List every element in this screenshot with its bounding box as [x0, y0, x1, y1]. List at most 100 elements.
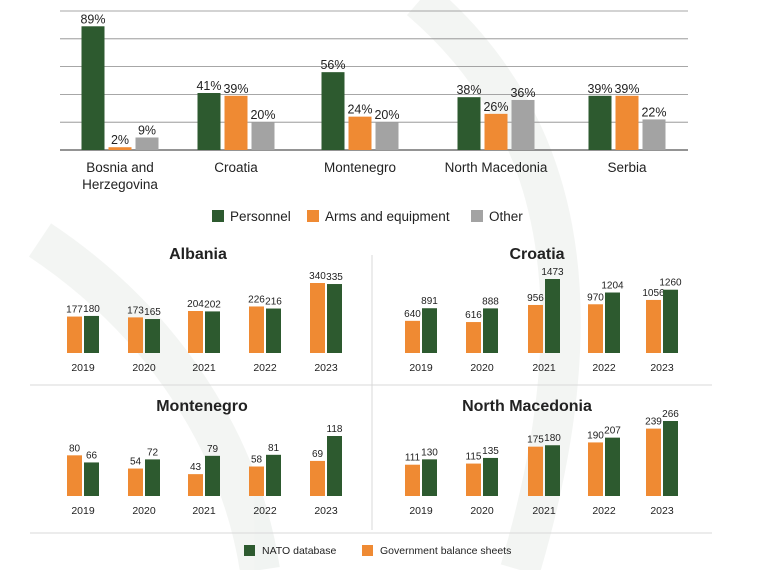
legend-label-other: Other — [489, 209, 523, 224]
bar-other-croatia — [251, 122, 275, 150]
bar-nato-database-2020 — [145, 319, 160, 353]
legend-label-government-balance-sheets: Government balance sheets — [380, 545, 511, 557]
bar-arms-and-equipment-montenegro — [348, 116, 372, 150]
year-label: 2023 — [314, 505, 338, 517]
category-label: Herzegovina — [82, 177, 158, 192]
data-label: 204 — [187, 299, 204, 310]
data-label: 36% — [510, 86, 535, 100]
bar-arms-and-equipment-bosnia-and-herzegovina — [108, 147, 132, 150]
category-label: Croatia — [214, 160, 258, 175]
bar-personnel-serbia — [588, 95, 612, 150]
data-label: 165 — [144, 307, 161, 318]
bar-government-balance-sheets-2022 — [588, 304, 603, 353]
year-label: 2019 — [71, 362, 95, 374]
bar-government-balance-sheets-2023 — [646, 428, 661, 496]
bar-government-balance-sheets-2022 — [588, 442, 603, 496]
data-label: 24% — [347, 103, 372, 117]
bar-nato-database-2019 — [422, 459, 437, 496]
legend-swatch-nato-database — [244, 545, 255, 556]
bar-nato-database-2022 — [266, 454, 281, 496]
bar-government-balance-sheets-2020 — [466, 463, 481, 496]
data-label: 640 — [404, 309, 421, 320]
data-label: 54 — [130, 457, 142, 468]
panel-dividers — [30, 255, 712, 534]
bar-nato-database-2023 — [663, 289, 678, 353]
bar-personnel-north-macedonia — [457, 97, 481, 150]
bar-nato-database-2023 — [327, 284, 342, 353]
bar-nato-database-2022 — [266, 308, 281, 353]
legend-swatch-personnel — [212, 210, 224, 222]
data-label: 22% — [641, 105, 666, 119]
data-label: 118 — [327, 424, 343, 435]
data-label: 616 — [465, 310, 482, 321]
bar-nato-database-2022 — [605, 292, 620, 353]
category-label: Bosnia and — [86, 160, 154, 175]
year-label: 2021 — [532, 505, 556, 517]
data-label: 180 — [83, 304, 100, 315]
background-swoosh — [28, 0, 581, 570]
data-label: 111 — [405, 453, 421, 464]
data-label: 39% — [614, 82, 639, 96]
data-label: 340 — [309, 271, 326, 282]
data-label: 72 — [147, 447, 159, 458]
legend-swatch-other — [471, 210, 483, 222]
data-label: 56% — [320, 58, 345, 72]
legend-swatch-government-balance-sheets — [362, 545, 373, 556]
data-label: 80 — [69, 443, 81, 454]
data-label: 239 — [645, 417, 662, 428]
panel-title: Albania — [169, 246, 227, 263]
legend-label-personnel: Personnel — [230, 209, 291, 224]
data-label: 41% — [196, 79, 221, 93]
data-label: 26% — [483, 100, 508, 114]
bar-government-balance-sheets-2020 — [466, 322, 481, 353]
bar-nato-database-2020 — [483, 457, 498, 496]
data-label: 20% — [250, 108, 275, 122]
year-label: 2022 — [592, 362, 616, 374]
panel-title: Croatia — [509, 246, 564, 263]
bar-other-north-macedonia — [511, 99, 535, 150]
bar-nato-database-2021 — [205, 455, 220, 496]
year-label: 2021 — [192, 362, 216, 374]
bar-personnel-montenegro — [321, 72, 345, 150]
data-label: 1056 — [642, 288, 665, 299]
bar-nato-database-2019 — [84, 462, 99, 496]
data-label: 1473 — [541, 267, 564, 278]
data-label: 891 — [421, 296, 438, 307]
data-label: 66 — [86, 450, 98, 461]
panel-title: Montenegro — [156, 398, 248, 415]
bar-other-bosnia-and-herzegovina — [135, 137, 159, 150]
data-label: 173 — [127, 305, 144, 316]
data-label: 226 — [248, 294, 265, 305]
year-label: 2022 — [253, 362, 277, 374]
year-label: 2023 — [314, 362, 338, 374]
data-label: 180 — [544, 433, 561, 444]
year-label: 2019 — [409, 505, 433, 517]
data-label: 202 — [204, 299, 221, 310]
bar-nato-database-2021 — [205, 311, 220, 353]
data-label: 190 — [587, 430, 604, 441]
bar-nato-database-2021 — [545, 279, 560, 353]
category-label: North Macedonia — [445, 160, 548, 175]
bar-government-balance-sheets-2023 — [646, 299, 661, 353]
bar-government-balance-sheets-2020 — [128, 317, 143, 353]
legend-swatch-arms-and-equipment — [307, 210, 319, 222]
bar-other-serbia — [642, 119, 666, 150]
data-label: 9% — [138, 123, 156, 137]
data-label: 39% — [223, 82, 248, 96]
category-label: Serbia — [607, 160, 647, 175]
bar-personnel-croatia — [197, 93, 221, 150]
bar-nato-database-2023 — [663, 421, 678, 496]
bar-nato-database-2019 — [84, 315, 99, 353]
data-label: 970 — [587, 292, 604, 303]
year-label: 2023 — [650, 505, 674, 517]
year-label: 2022 — [253, 505, 277, 517]
data-label: 43 — [190, 462, 202, 473]
data-label: 20% — [374, 108, 399, 122]
year-label: 2023 — [650, 362, 674, 374]
data-label: 81 — [268, 443, 280, 454]
data-label: 177 — [66, 305, 83, 316]
data-label: 266 — [662, 409, 679, 420]
data-label: 69 — [312, 449, 324, 460]
